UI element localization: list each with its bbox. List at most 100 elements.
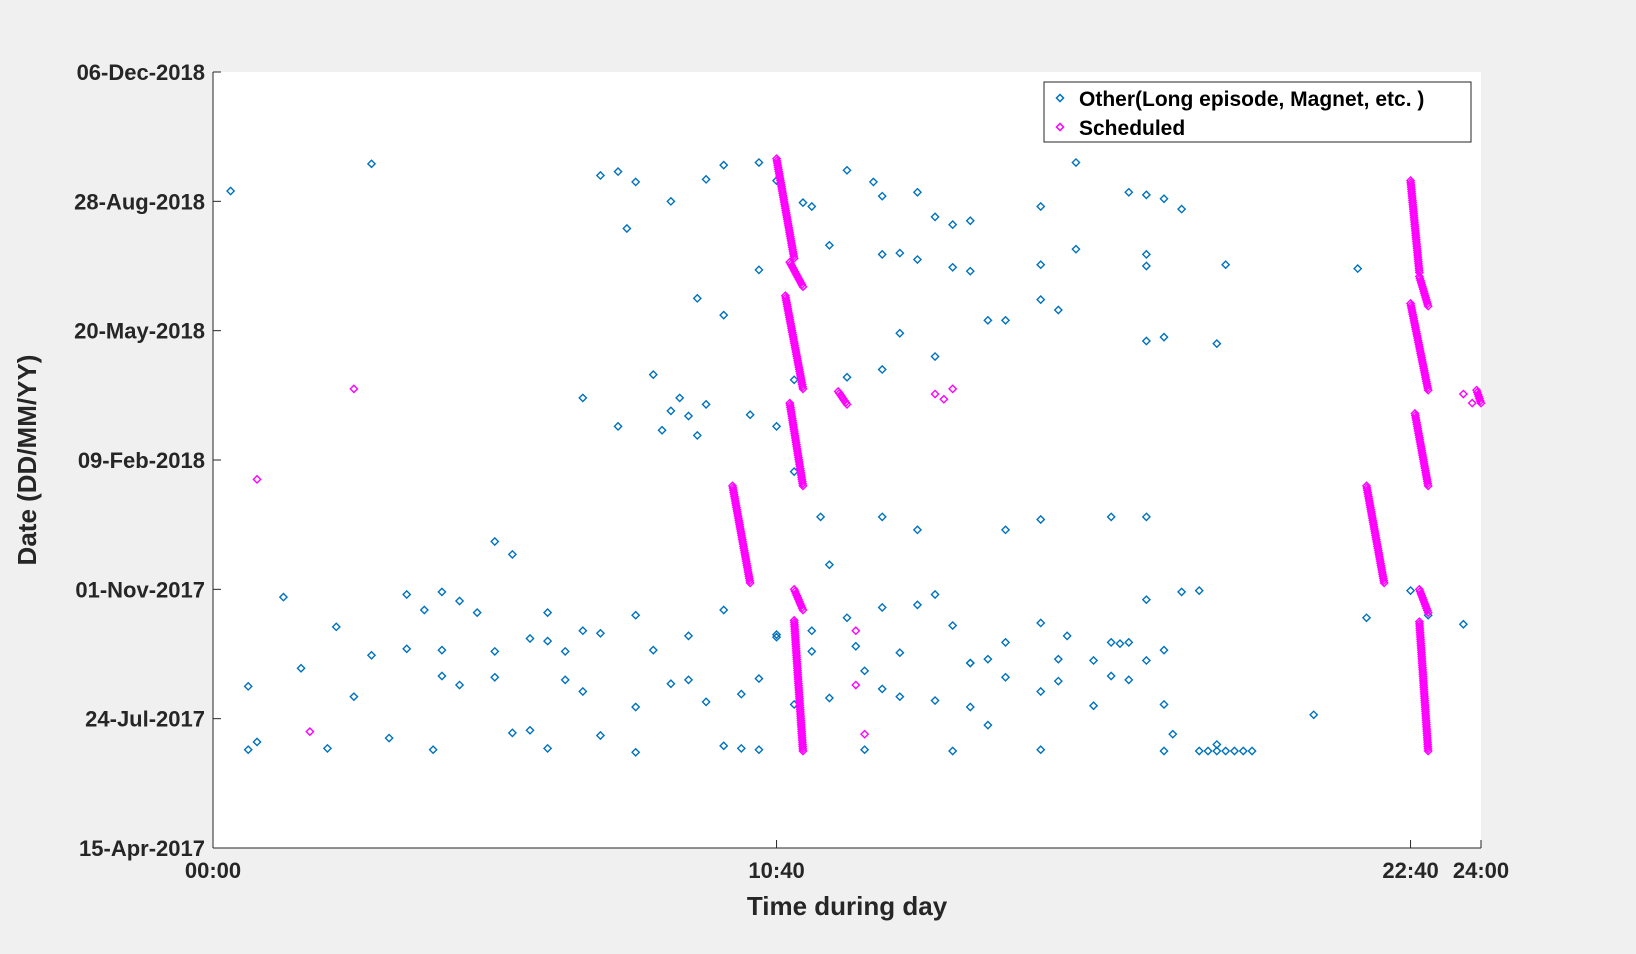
other-point [507,549,517,560]
scheduled-point [793,593,803,603]
other-point [428,745,438,755]
scheduled-point [1417,591,1427,601]
other-point [948,620,958,631]
legend: Other(Long episode, Magnet, etc. ) Sched… [1043,81,1472,143]
other-point [948,220,958,230]
other-point [719,741,729,751]
scheduled-point [798,742,808,752]
scheduled-point [795,599,805,609]
scheduled-point [1379,576,1389,586]
other-point [1088,701,1099,711]
other-point [983,315,993,325]
other-point [454,680,465,690]
other-point [1062,631,1072,641]
scheduled-point [1417,282,1428,292]
other-point [1141,190,1151,200]
scheduled-point [790,586,800,596]
y-tick-label: 06-Dec-2018 [77,60,205,85]
other-point [490,672,500,682]
other-point [1036,201,1046,212]
other-point [930,589,940,600]
other-point [736,743,746,754]
other-point [1000,637,1011,647]
other-point [472,608,482,618]
other-point [1071,244,1081,254]
other-point [1247,746,1257,756]
other-point [1229,746,1240,756]
other-point [1124,675,1134,685]
other-point [912,187,923,197]
other-point [965,216,975,226]
other-point [1106,512,1116,522]
x-tick-label: 10:40 [748,858,804,883]
legend-box [1043,81,1472,143]
scheduled-point [1474,394,1485,404]
other-point [1141,249,1151,259]
other-point [983,654,993,664]
other-point [877,364,887,375]
scheduled-point [798,605,808,615]
scheduled-point [851,626,861,636]
other-point [384,733,394,743]
other-point [1159,332,1169,342]
other-point [895,692,905,702]
scheduled-point [1423,608,1433,618]
other-point [648,370,658,380]
other-point [437,587,447,597]
scheduled-point [939,394,949,404]
other-point [454,596,465,606]
other-point [1212,746,1222,756]
other-point [1141,336,1151,346]
scheduled-point [948,384,958,394]
scheduled-point [745,578,755,588]
scheduled-point [1422,381,1432,391]
other-point [965,702,975,712]
other-point [1000,315,1011,325]
y-tick-label: 20-May-2018 [74,319,205,344]
other-point [1353,263,1363,274]
other-point [490,646,500,657]
other-point [525,633,535,644]
other-point [754,265,764,275]
scheduled-point [1422,297,1432,307]
other-point [824,693,834,703]
other-point [1238,746,1248,756]
other-point [842,165,852,175]
scheduled-point [1423,481,1433,491]
scheduled-point [1421,603,1432,613]
other-point [648,645,658,655]
scheduled-point [1419,286,1429,296]
other-point [692,430,702,441]
legend-label-other: Other(Long episode, Magnet, etc. ) [1079,88,1424,111]
scheduled-point [1420,599,1430,609]
other-point [1124,637,1134,647]
other-point [1221,746,1231,756]
scheduled-point [1379,578,1389,588]
other-point [543,636,553,646]
scheduled-point [1422,299,1433,309]
scheduled-point [860,729,870,739]
scheduled-point [1474,392,1484,402]
other-point [296,663,306,673]
other-point [1177,204,1187,214]
other-point [771,421,782,431]
other-point [366,159,377,169]
scheduled-point [798,481,808,491]
other-point [1106,637,1116,647]
other-point [1141,595,1151,605]
other-point [683,631,694,641]
other-point [1168,729,1178,739]
scheduled-point [1423,744,1433,754]
scheduled-point [1423,479,1433,489]
other-point [243,681,253,691]
other-point [243,745,253,755]
other-point [578,393,588,403]
scheduled-point [744,573,754,584]
other-point [842,372,852,382]
scheduled-point [798,384,808,394]
scheduled-point [1473,389,1483,400]
scheduled-point [1416,278,1426,288]
other-point [1036,686,1046,697]
scheduled-point [1415,273,1425,284]
other-point [595,170,606,181]
